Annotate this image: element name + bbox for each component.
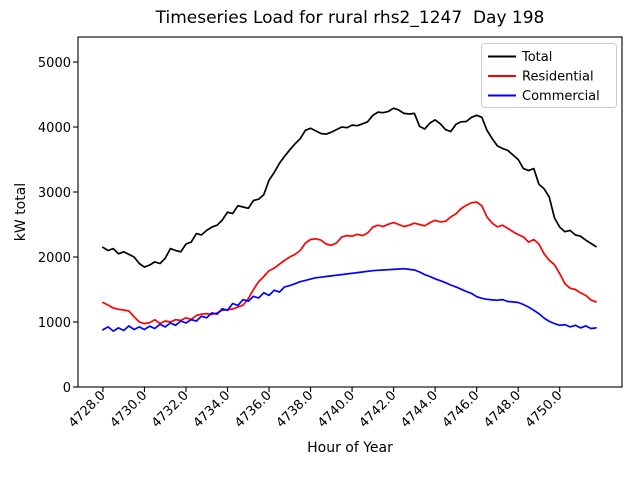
x-tick-label: 4744.0 — [398, 388, 441, 431]
series-line-residential — [102, 201, 597, 325]
x-tick-label: 4748.0 — [481, 388, 524, 431]
legend: Total Residential Commercial — [481, 43, 617, 108]
series-line-total — [102, 107, 597, 268]
x-tick-label: 4742.0 — [357, 388, 400, 431]
x-axis-ticks: 4728.04730.04732.04734.04736.04738.04740… — [66, 387, 566, 431]
y-tick-label: 1000 — [38, 316, 71, 331]
x-tick-label: 4732.0 — [149, 388, 192, 431]
series-line-commercial — [102, 267, 597, 332]
x-tick-label: 4736.0 — [232, 388, 275, 431]
x-tick-label: 4740.0 — [315, 388, 358, 431]
legend-box — [481, 43, 617, 108]
x-tick-label: 4730.0 — [107, 388, 150, 431]
x-tick-label: 4750.0 — [523, 388, 566, 431]
y-tick-label: 0 — [63, 381, 71, 396]
plot-border — [77, 36, 623, 388]
x-tick-label: 4746.0 — [440, 388, 483, 431]
legend-label-total: Total — [521, 50, 552, 65]
y-tick-label: 4000 — [38, 121, 71, 136]
x-axis-label: Hour of Year — [307, 440, 393, 456]
chart-title: Timeseries Load for rural rhs2_1247 Day … — [155, 8, 545, 28]
y-tick-label: 2000 — [38, 251, 71, 266]
x-tick-label: 4738.0 — [274, 388, 317, 431]
y-tick-label: 5000 — [38, 56, 71, 71]
x-tick-label: 4734.0 — [191, 388, 234, 431]
plot-series — [102, 107, 597, 332]
legend-label-residential: Residential — [522, 70, 594, 85]
y-tick-label: 3000 — [38, 186, 71, 201]
x-tick-label: 4728.0 — [66, 388, 109, 431]
legend-label-commercial: Commercial — [522, 89, 600, 104]
y-axis-ticks: 0 1000 2000 3000 4000 5000 — [38, 56, 78, 396]
